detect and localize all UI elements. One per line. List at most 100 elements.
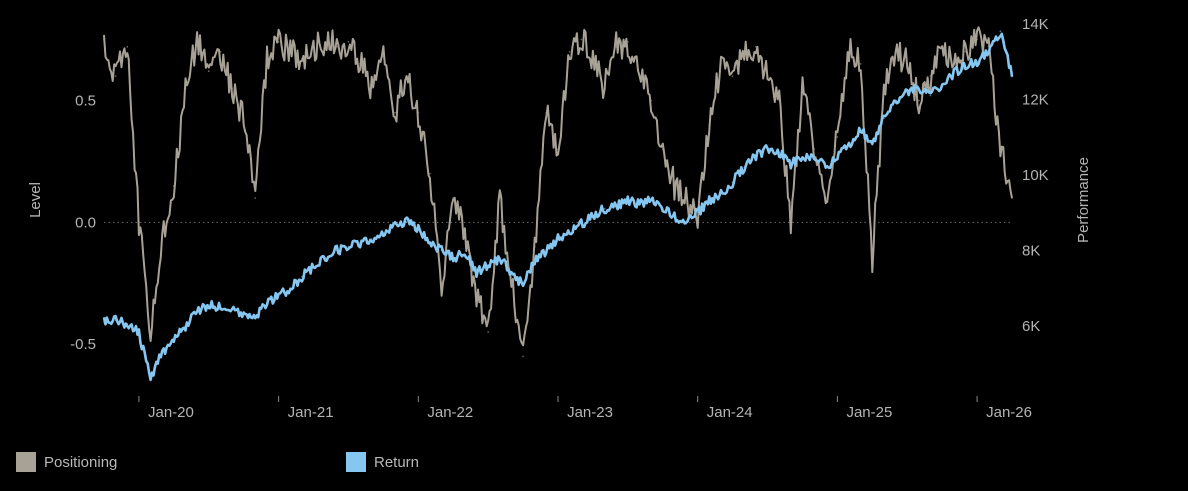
data-point-positioning xyxy=(196,38,199,41)
data-point-positioning xyxy=(242,119,245,121)
data-point-positioning xyxy=(708,123,711,126)
left-axis-title: Level xyxy=(27,182,44,218)
data-point-positioning xyxy=(894,50,897,53)
data-point-return xyxy=(161,351,164,354)
data-point-positioning xyxy=(114,75,117,77)
data-point-positioning xyxy=(580,38,583,41)
data-point-return xyxy=(172,340,175,342)
data-point-return xyxy=(871,143,874,146)
data-point-return xyxy=(184,324,187,327)
data-point-return xyxy=(114,319,117,321)
data-point-positioning xyxy=(929,75,932,77)
data-point-return xyxy=(755,155,757,157)
data-point-return xyxy=(987,49,990,52)
data-point-positioning xyxy=(266,55,268,58)
data-point-return xyxy=(580,223,583,225)
data-point-return xyxy=(429,241,431,244)
data-point-return xyxy=(766,147,769,150)
data-point-return xyxy=(976,60,978,63)
data-point-return xyxy=(673,215,676,218)
data-point-positioning xyxy=(650,99,652,102)
data-point-return xyxy=(312,266,315,269)
data-point-return xyxy=(498,256,501,259)
data-point-return xyxy=(359,241,361,244)
data-point-positioning xyxy=(952,63,955,65)
data-point-positioning xyxy=(184,87,187,90)
data-point-positioning xyxy=(172,184,175,187)
data-point-return xyxy=(650,198,652,201)
data-point-positioning xyxy=(685,197,687,199)
data-point-positioning xyxy=(789,221,792,224)
right-axis: 6K 8K 10K 12K 14K xyxy=(1022,16,1049,335)
x-axis-tick-label: Jan-20 xyxy=(148,404,194,421)
x-axis-tick-label: Jan-23 xyxy=(567,404,613,421)
data-point-return xyxy=(231,307,234,310)
data-point-return xyxy=(603,207,606,210)
data-point-return xyxy=(370,238,373,240)
data-point-positioning xyxy=(126,45,129,48)
data-point-positioning xyxy=(883,87,885,90)
right-axis-tick-label: 6K xyxy=(1022,318,1040,335)
data-point-positioning xyxy=(103,38,105,41)
data-point-positioning xyxy=(568,50,571,53)
data-point-positioning xyxy=(359,63,361,65)
data-point-return xyxy=(568,232,571,235)
data-point-positioning xyxy=(720,63,722,65)
data-point-positioning xyxy=(370,87,373,90)
data-point-return xyxy=(731,181,734,184)
data-point-positioning xyxy=(347,41,350,43)
data-point-positioning xyxy=(161,233,164,236)
data-point-positioning xyxy=(557,148,559,151)
data-point-return xyxy=(394,223,396,225)
data-point-return xyxy=(859,128,862,131)
data-point-return xyxy=(522,283,524,286)
data-point-positioning xyxy=(848,50,850,53)
data-point-positioning xyxy=(976,38,978,41)
data-point-positioning xyxy=(452,197,455,199)
series-layer xyxy=(102,26,1014,382)
right-axis-tick-label: 14K xyxy=(1022,16,1049,33)
data-point-return xyxy=(836,155,839,157)
legend-label-positioning: Positioning xyxy=(44,453,118,471)
data-point-positioning xyxy=(801,87,804,90)
data-point-return xyxy=(254,317,257,320)
right-axis-tick-label: 12K xyxy=(1022,91,1049,108)
data-point-positioning xyxy=(429,172,431,175)
data-point-return xyxy=(1011,75,1013,78)
data-point-positioning xyxy=(836,136,839,138)
data-point-positioning xyxy=(615,45,618,48)
data-point-return xyxy=(149,377,152,380)
data-point-return xyxy=(207,304,210,306)
left-axis-tick-label: 0.0 xyxy=(75,214,96,231)
data-point-positioning xyxy=(510,282,513,285)
data-point-return xyxy=(778,151,781,154)
data-point-return xyxy=(906,90,909,93)
data-point-return xyxy=(824,166,827,169)
data-point-return xyxy=(999,30,1002,33)
data-point-positioning xyxy=(207,70,210,73)
data-point-positioning xyxy=(219,50,222,53)
right-axis-tick-label: 10K xyxy=(1022,167,1049,184)
data-point-positioning xyxy=(254,197,257,199)
data-point-return xyxy=(533,260,536,263)
series-line-positioning xyxy=(103,26,1013,347)
data-point-return xyxy=(813,155,815,157)
data-point-positioning xyxy=(475,294,478,297)
data-point-return xyxy=(848,143,850,146)
data-point-return xyxy=(452,256,455,259)
left-axis-tick-label: 0.5 xyxy=(75,92,96,109)
data-point-positioning xyxy=(638,75,641,77)
legend-item-return[interactable]: Return xyxy=(346,451,419,473)
data-point-return xyxy=(592,215,594,218)
data-point-positioning xyxy=(755,45,757,48)
legend-swatch-return xyxy=(346,452,366,472)
left-axis-tick-label: -0.5 xyxy=(70,336,96,353)
data-point-return xyxy=(801,158,804,161)
data-point-positioning xyxy=(301,58,303,60)
x-axis-tick-label: Jan-21 xyxy=(288,404,334,421)
data-point-return xyxy=(464,253,466,256)
data-point-positioning xyxy=(522,355,524,358)
legend-item-positioning[interactable]: Positioning xyxy=(16,451,117,473)
data-point-positioning xyxy=(941,45,944,48)
